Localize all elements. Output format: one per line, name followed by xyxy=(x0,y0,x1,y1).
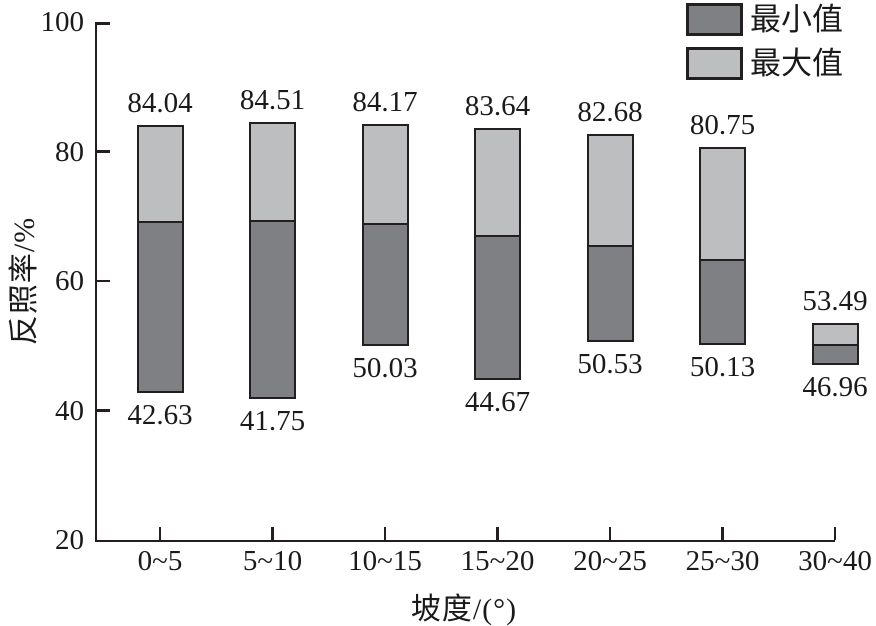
min-value-label: 41.75 xyxy=(239,405,306,438)
min-value-label: 42.63 xyxy=(127,399,193,432)
legend-label-max: 最大值 xyxy=(750,46,843,81)
x-axis-tick-label: 0~5 xyxy=(137,545,183,577)
min-segment xyxy=(251,220,294,398)
range-bar-15~20 xyxy=(474,127,521,381)
x-axis-tick-label: 25~30 xyxy=(685,545,760,577)
x-axis-tick xyxy=(721,527,724,540)
y-axis-tick-label: 80 xyxy=(55,135,84,168)
max-segment xyxy=(251,124,294,221)
y-axis-tick-label: 20 xyxy=(55,524,84,556)
y-axis-tick-label: 40 xyxy=(55,394,84,427)
min-segment xyxy=(813,344,857,364)
x-axis-tick xyxy=(833,527,837,540)
x-axis-tick xyxy=(271,527,274,540)
x-axis-tick xyxy=(496,527,499,540)
min-value-label: 50.03 xyxy=(352,351,418,384)
y-axis-tick xyxy=(97,279,110,283)
max-segment xyxy=(701,148,744,259)
x-axis-tick-label: 30~40 xyxy=(798,545,872,577)
y-axis-tick-label: 60 xyxy=(55,265,84,297)
y-axis-tick-label: 100 xyxy=(40,6,85,38)
range-bar-20~25 xyxy=(586,134,634,343)
legend: 最小值 最大值 xyxy=(686,3,843,91)
legend-swatch-max xyxy=(686,47,743,80)
max-value-label: 84.04 xyxy=(127,87,193,120)
x-axis-tick-label: 15~20 xyxy=(460,545,535,577)
max-value-label: 84.51 xyxy=(239,84,306,117)
range-bar-5~10 xyxy=(249,122,296,400)
max-value-label: 84.17 xyxy=(352,86,418,119)
max-segment xyxy=(813,325,857,345)
x-axis-tick xyxy=(158,527,162,540)
min-segment xyxy=(476,235,519,379)
y-axis-tick xyxy=(97,22,110,25)
legend-row-max: 最大值 xyxy=(686,47,843,80)
max-segment xyxy=(588,136,632,245)
min-value-label: 46.96 xyxy=(802,371,868,404)
max-segment xyxy=(476,129,519,236)
legend-swatch-min xyxy=(686,3,743,36)
max-value-label: 53.49 xyxy=(802,285,868,318)
max-value-label: 80.75 xyxy=(689,108,756,141)
range-bar-10~15 xyxy=(361,124,409,346)
max-value-label: 82.68 xyxy=(577,96,643,129)
y-axis-tick xyxy=(97,150,110,153)
min-value-label: 50.13 xyxy=(689,350,756,383)
max-value-label: 83.64 xyxy=(464,89,531,122)
x-axis-tick xyxy=(383,527,387,540)
x-axis-tick-label: 20~25 xyxy=(573,545,647,577)
legend-row-min: 最小值 xyxy=(686,3,843,36)
min-segment xyxy=(138,220,182,392)
range-bar-0~5 xyxy=(136,125,184,394)
max-segment xyxy=(363,126,407,223)
min-segment xyxy=(701,258,744,343)
x-axis-tick-label: 5~10 xyxy=(242,545,303,577)
x-axis-title: 坡度/(°) xyxy=(410,593,518,626)
min-segment xyxy=(588,244,632,341)
x-axis-tick-label: 10~15 xyxy=(348,545,422,577)
plot-area: 0~5 84.04 42.63 5~10 84.51 41.75 10~15 84.17 50.… xyxy=(95,22,872,577)
min-segment xyxy=(363,222,407,344)
range-bar-30~40 xyxy=(811,323,859,366)
range-bar-25~30 xyxy=(699,146,746,345)
x-axis-tick xyxy=(608,527,612,540)
max-segment xyxy=(138,127,182,221)
y-axis-tick xyxy=(97,409,110,412)
min-value-label: 50.53 xyxy=(577,348,643,381)
min-value-label: 44.67 xyxy=(464,386,531,419)
legend-label-min: 最小值 xyxy=(750,2,843,37)
